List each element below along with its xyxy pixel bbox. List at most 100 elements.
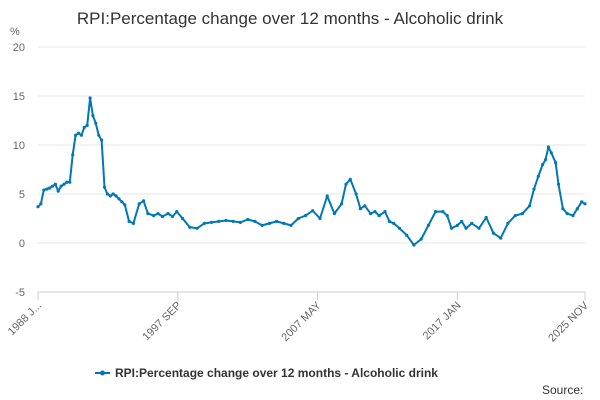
data-point[interactable] — [543, 158, 548, 162]
legend-label[interactable]: RPI:Percentage change over 12 months - A… — [115, 366, 438, 380]
data-point[interactable] — [131, 221, 135, 225]
data-point[interactable] — [59, 184, 63, 188]
data-point[interactable] — [224, 218, 228, 223]
data-point[interactable] — [181, 216, 185, 221]
data-point[interactable] — [152, 214, 156, 218]
data-point[interactable] — [477, 226, 481, 230]
data-point[interactable] — [56, 189, 60, 193]
data-point[interactable] — [434, 210, 438, 214]
data-point[interactable] — [94, 121, 98, 125]
data-point[interactable] — [188, 225, 192, 229]
data-point[interactable] — [65, 180, 69, 184]
data-point[interactable] — [246, 217, 250, 222]
data-point[interactable] — [561, 207, 565, 211]
data-point[interactable] — [575, 207, 579, 211]
data-point[interactable] — [50, 184, 55, 188]
data-point[interactable] — [209, 220, 214, 224]
data-point[interactable] — [79, 133, 83, 137]
data-point[interactable] — [441, 210, 445, 214]
data-point[interactable] — [91, 114, 95, 118]
data-point[interactable] — [318, 216, 322, 221]
data-point[interactable] — [36, 205, 40, 209]
data-point[interactable] — [541, 163, 545, 167]
data-point[interactable] — [397, 226, 402, 230]
data-point[interactable] — [62, 182, 66, 186]
data-point[interactable] — [82, 125, 86, 129]
data-point[interactable] — [111, 192, 115, 196]
data-point[interactable] — [369, 212, 373, 216]
data-point[interactable] — [392, 221, 396, 225]
data-point[interactable] — [303, 214, 308, 218]
data-point[interactable] — [74, 133, 78, 137]
data-point[interactable] — [520, 212, 525, 216]
data-point[interactable] — [311, 209, 315, 213]
data-point[interactable] — [528, 204, 532, 208]
data-point[interactable] — [195, 226, 199, 230]
data-point[interactable] — [108, 194, 112, 198]
data-point[interactable] — [470, 221, 474, 225]
data-point[interactable] — [146, 212, 150, 216]
data-point[interactable] — [340, 202, 344, 206]
legend[interactable]: RPI:Percentage change over 12 months - A… — [95, 366, 438, 380]
data-point[interactable] — [71, 153, 75, 157]
data-point[interactable] — [97, 133, 101, 137]
data-point[interactable] — [127, 219, 131, 223]
data-point[interactable] — [202, 221, 206, 225]
data-point[interactable] — [532, 187, 536, 191]
data-point[interactable] — [358, 207, 362, 211]
data-point[interactable] — [426, 223, 430, 227]
data-point[interactable] — [460, 219, 464, 223]
data-point[interactable] — [464, 226, 468, 230]
data-point[interactable] — [565, 212, 569, 216]
data-point[interactable] — [536, 174, 540, 178]
data-point[interactable] — [48, 186, 52, 190]
data-point[interactable] — [39, 202, 43, 206]
data-point[interactable] — [354, 192, 358, 196]
data-point[interactable] — [377, 214, 381, 218]
data-point[interactable] — [123, 203, 127, 207]
data-point[interactable] — [267, 221, 271, 225]
data-point[interactable] — [114, 194, 118, 198]
data-point[interactable] — [491, 231, 496, 235]
data-point[interactable] — [238, 220, 242, 224]
data-point[interactable] — [45, 187, 49, 191]
data-point[interactable] — [42, 188, 46, 192]
data-point[interactable] — [296, 216, 300, 221]
data-point[interactable] — [88, 96, 92, 100]
data-point[interactable] — [344, 182, 348, 186]
data-point[interactable] — [102, 185, 107, 189]
data-point[interactable] — [253, 219, 257, 223]
data-point[interactable] — [513, 214, 517, 218]
data-point[interactable] — [100, 138, 104, 142]
data-point[interactable] — [156, 212, 160, 216]
data-point[interactable] — [217, 219, 221, 223]
data-point[interactable] — [170, 214, 175, 219]
data-point[interactable] — [348, 177, 352, 181]
data-point[interactable] — [554, 161, 558, 165]
data-point[interactable] — [332, 212, 336, 216]
data-point[interactable] — [142, 199, 146, 203]
data-point[interactable] — [419, 237, 423, 241]
data-point[interactable] — [85, 123, 89, 127]
data-point[interactable] — [53, 182, 58, 186]
data-point[interactable] — [387, 219, 391, 223]
data-point[interactable] — [137, 202, 141, 206]
data-point[interactable] — [160, 214, 164, 219]
data-point[interactable] — [363, 204, 367, 208]
data-point[interactable] — [583, 202, 587, 206]
data-point[interactable] — [275, 219, 279, 223]
data-point[interactable] — [117, 197, 121, 201]
data-point[interactable] — [166, 212, 170, 216]
data-point[interactable] — [373, 210, 377, 214]
data-point[interactable] — [120, 200, 124, 204]
data-point[interactable] — [282, 221, 286, 225]
data-point[interactable] — [449, 226, 454, 230]
data-point[interactable] — [445, 214, 449, 218]
data-point[interactable] — [412, 243, 416, 247]
data-point[interactable] — [506, 221, 510, 225]
data-point[interactable] — [580, 200, 584, 204]
data-point[interactable] — [549, 151, 553, 155]
data-point[interactable] — [175, 210, 179, 214]
data-point[interactable] — [105, 192, 109, 196]
data-point[interactable] — [484, 215, 488, 220]
